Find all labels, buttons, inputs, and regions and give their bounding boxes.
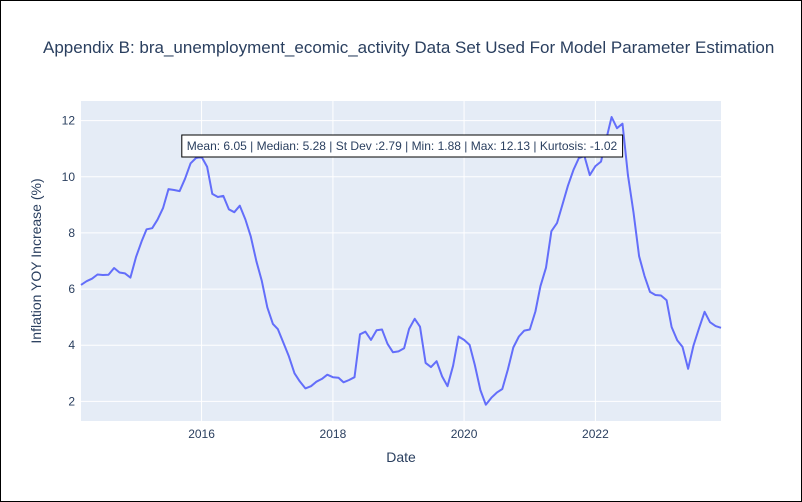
chart-title: Appendix B: bra_unemployment_ecomic_acti… — [43, 38, 774, 57]
x-tick-label: 2022 — [582, 427, 609, 441]
y-axis-label: Inflation YOY Increase (%) — [28, 178, 44, 343]
y-tick-label: 4 — [68, 338, 75, 352]
x-axis-ticks: 2016 2018 2020 2022 — [188, 427, 609, 441]
x-tick-label: 2020 — [451, 427, 478, 441]
x-axis-label: Date — [386, 449, 416, 465]
x-tick-label: 2018 — [320, 427, 347, 441]
y-tick-label: 12 — [62, 114, 76, 128]
stats-annotation-text: Mean: 6.05 | Median: 5.28 | St Dev :2.79… — [187, 139, 618, 153]
y-axis-ticks: 2 4 6 8 10 12 — [62, 114, 76, 409]
stats-annotation: Mean: 6.05 | Median: 5.28 | St Dev :2.79… — [181, 134, 624, 158]
stats-annotation-box — [181, 134, 624, 158]
series-line — [80, 116, 722, 406]
y-tick-label: 6 — [68, 282, 75, 296]
y-tick-label: 8 — [68, 226, 75, 240]
x-tick-label: 2016 — [188, 427, 215, 441]
y-tick-label: 2 — [68, 394, 75, 408]
y-tick-label: 10 — [62, 170, 76, 184]
